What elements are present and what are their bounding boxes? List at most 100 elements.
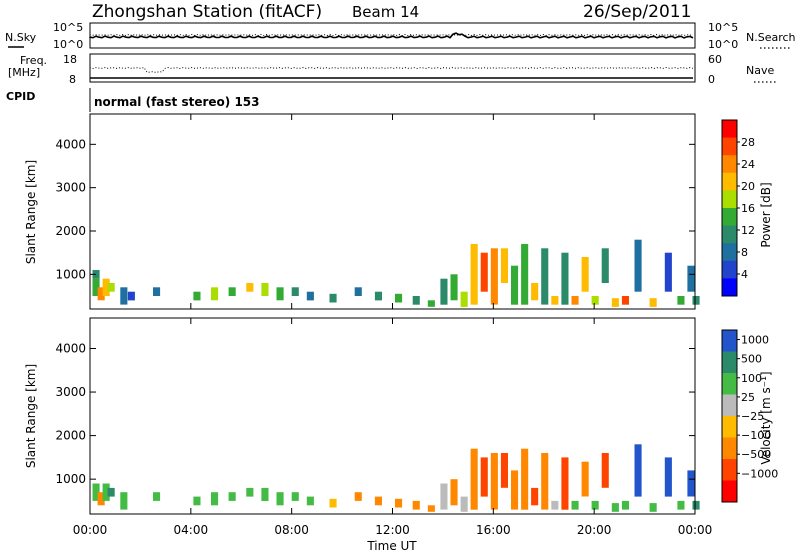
power-cell (127, 291, 135, 301)
velocity-cell (611, 503, 619, 512)
power-cell (329, 293, 337, 303)
velocity-cell (601, 453, 609, 488)
velocity-cell (541, 453, 549, 510)
y-tick-label: 2000 (55, 429, 86, 443)
power-colorbar-label: 24 (741, 158, 755, 171)
y-tick-label: 4000 (55, 137, 86, 151)
velocity-cell (374, 496, 382, 506)
power-cell (92, 270, 100, 279)
velocity-cell (246, 487, 254, 497)
freq-label-top: Freq. (20, 54, 47, 67)
y-tick-label: 3000 (55, 385, 86, 399)
power-cell (664, 252, 672, 292)
power-cell (634, 239, 642, 292)
power-cell (246, 283, 254, 292)
velocity-ylabel: Slant Range [km] (24, 364, 38, 468)
power-colorbar-swatch (722, 260, 737, 279)
velocity-cell (551, 500, 559, 510)
x-tick-label: 00:00 (73, 523, 108, 537)
power-cell (450, 274, 458, 301)
power-colorbar-swatch (722, 172, 737, 191)
velocity-cell (621, 500, 629, 510)
y-tick-label: 3000 (55, 181, 86, 195)
noise-tick-right-bottom: 10^0 (708, 38, 738, 51)
power-cell (291, 287, 299, 296)
velocity-cell (329, 498, 337, 508)
power-cell (211, 287, 219, 301)
power-cell (460, 291, 468, 307)
power-heatmap-cells (92, 239, 700, 307)
noise-tick-left-bottom: 10^0 (53, 38, 83, 51)
power-cell (427, 300, 435, 307)
power-cell (591, 296, 599, 305)
power-cell (611, 298, 619, 307)
cpid-text: normal (fast stereo) 153 (94, 95, 260, 109)
noise-strip-frame (89, 22, 696, 49)
power-colorbar-swatch (722, 278, 737, 297)
freq-tick-right-top: 60 (708, 53, 722, 66)
velocity-cell (571, 500, 579, 510)
velocity-colorbar-swatch (722, 394, 737, 417)
velocity-colorbar-label: −500 (741, 448, 771, 461)
power-cell (440, 278, 448, 305)
velocity-colorbar-swatch (722, 330, 737, 352)
velocity-colorbar-swatch (722, 373, 737, 395)
cpid-strip: CPID normal (fast stereo) 153 (6, 88, 260, 112)
power-cell (107, 283, 115, 292)
velocity-colorbar-swatch (722, 351, 737, 374)
power-cell (480, 252, 488, 292)
velocity-cell (460, 496, 468, 512)
y-tick-label: 1000 (55, 267, 86, 281)
velocity-cell (634, 444, 642, 497)
power-cell (541, 248, 549, 305)
velocity-cell (490, 453, 498, 510)
x-tick-label: 12:00 (375, 523, 410, 537)
power-cell (92, 278, 100, 296)
velocity-cell (107, 487, 115, 497)
power-ylabel: Slant Range [km] (24, 160, 38, 264)
velocity-cell (440, 483, 448, 510)
freq-tick-right-bottom: 0 (708, 73, 715, 86)
power-colorbar-label: Power [dB] (759, 182, 773, 247)
velocity-cell (677, 500, 685, 510)
noise-tick-right-top: 10^5 (708, 21, 738, 34)
power-cell (228, 287, 236, 296)
power-colorbar-label: 12 (741, 224, 755, 237)
power-cell (649, 298, 657, 307)
velocity-cell (591, 500, 599, 510)
power-colorbar-label: 28 (741, 136, 755, 149)
freq-tick-left-top: 18 (63, 53, 77, 66)
velocity-cell (531, 487, 539, 506)
power-colorbar-swatch (722, 243, 737, 262)
velocity-cell (500, 453, 508, 488)
velocity-cell (480, 457, 488, 497)
power-cell (261, 283, 269, 296)
power-cell (601, 248, 609, 283)
power-cell (621, 296, 629, 305)
velocity-colorbar-label: 100 (741, 372, 762, 385)
velocity-y-axis: 4000 3000 2000 1000 (55, 341, 695, 486)
noise-sky-label: N.Sky (5, 31, 37, 44)
velocity-cell (450, 479, 458, 506)
velocity-colorbar-label: 1000 (741, 334, 769, 347)
power-cell (677, 296, 685, 305)
date-label: 26/Sep/2011 (583, 2, 691, 22)
velocity-colorbar-label: −1000 (741, 467, 778, 480)
x-tick-label: 08:00 (274, 523, 309, 537)
x-tick-label: 04:00 (174, 523, 209, 537)
power-cell (687, 265, 695, 292)
velocity-colorbar-swatch (722, 437, 737, 460)
power-colorbar-swatch (722, 190, 737, 209)
y-tick-label: 1000 (55, 472, 86, 486)
velocity-cell (561, 457, 569, 510)
frequency-strip: Freq. [MHz] 18 8 60 0 Nave (8, 53, 776, 86)
velocity-colorbar-label: 25 (741, 391, 755, 404)
freq-label-bottom: [MHz] (8, 66, 40, 79)
power-colorbar-label: 16 (741, 202, 755, 215)
noise-search-series (89, 33, 694, 37)
power-cell (306, 291, 314, 301)
velocity-cell (664, 457, 672, 497)
velocity-cell (102, 483, 110, 501)
cpid-label: CPID (6, 90, 35, 103)
x-tick-label: 20:00 (577, 523, 612, 537)
